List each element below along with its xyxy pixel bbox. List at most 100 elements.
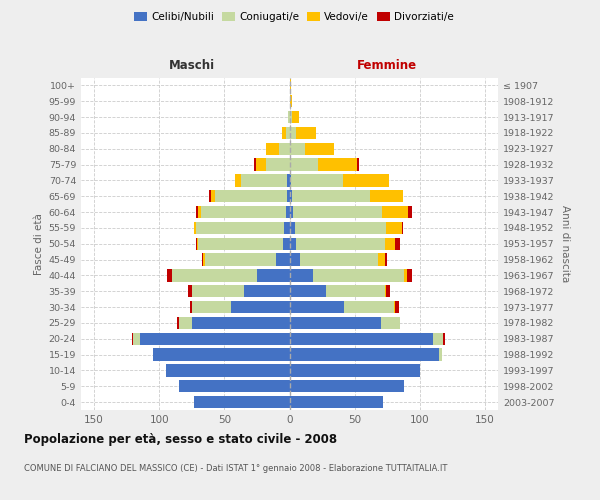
Bar <box>326 285 385 298</box>
Bar <box>290 142 305 155</box>
Y-axis label: Anni di nascita: Anni di nascita <box>560 205 570 282</box>
Bar <box>395 238 400 250</box>
Bar <box>305 142 334 155</box>
Bar <box>205 254 277 266</box>
Text: Popolazione per età, sesso e stato civile - 2008: Popolazione per età, sesso e stato civil… <box>24 432 337 446</box>
Bar <box>290 332 433 345</box>
Bar <box>190 301 192 314</box>
Bar <box>194 396 290 408</box>
Bar <box>290 269 313 281</box>
Bar <box>266 158 290 171</box>
Text: Maschi: Maschi <box>169 59 215 72</box>
Bar <box>343 174 389 186</box>
Bar <box>194 222 196 234</box>
Bar <box>290 95 292 108</box>
Bar <box>370 190 403 202</box>
Bar <box>290 222 295 234</box>
Bar <box>293 206 382 218</box>
Bar <box>401 222 403 234</box>
Bar <box>357 158 359 171</box>
Bar <box>283 238 290 250</box>
Bar <box>290 206 293 218</box>
Bar <box>290 111 292 124</box>
Bar <box>211 190 215 202</box>
Bar <box>241 174 287 186</box>
Bar <box>140 332 290 345</box>
Bar <box>292 190 370 202</box>
Bar <box>385 254 387 266</box>
Bar <box>188 285 192 298</box>
Bar <box>394 301 395 314</box>
Bar <box>201 206 286 218</box>
Bar <box>167 269 172 281</box>
Bar <box>404 269 407 281</box>
Bar <box>198 206 201 218</box>
Bar <box>290 348 439 361</box>
Bar <box>192 301 231 314</box>
Bar <box>439 348 442 361</box>
Bar <box>244 285 290 298</box>
Bar <box>196 206 198 218</box>
Bar <box>287 174 290 186</box>
Bar <box>290 254 300 266</box>
Bar <box>290 396 383 408</box>
Bar <box>433 332 443 345</box>
Bar <box>378 254 385 266</box>
Bar <box>231 301 290 314</box>
Bar <box>152 348 290 361</box>
Bar <box>209 190 211 202</box>
Bar <box>290 285 326 298</box>
Bar <box>256 158 266 171</box>
Bar <box>290 301 344 314</box>
Bar <box>284 222 290 234</box>
Bar <box>407 269 412 281</box>
Bar <box>382 206 408 218</box>
Bar <box>192 285 244 298</box>
Bar <box>215 190 287 202</box>
Text: Femmine: Femmine <box>357 59 417 72</box>
Bar <box>132 332 133 345</box>
Bar <box>386 222 401 234</box>
Bar <box>408 206 412 218</box>
Y-axis label: Fasce di età: Fasce di età <box>34 213 44 274</box>
Bar <box>292 111 299 124</box>
Bar <box>281 126 286 139</box>
Bar <box>318 158 357 171</box>
Bar <box>295 222 386 234</box>
Bar <box>296 126 316 139</box>
Bar <box>313 269 404 281</box>
Bar <box>172 269 257 281</box>
Bar <box>386 285 390 298</box>
Bar <box>286 206 290 218</box>
Bar <box>197 238 198 250</box>
Bar <box>203 254 205 266</box>
Legend: Celibi/Nubili, Coniugati/e, Vedovi/e, Divorziati/e: Celibi/Nubili, Coniugati/e, Vedovi/e, Di… <box>130 8 458 26</box>
Bar <box>290 380 404 392</box>
Bar <box>192 316 290 329</box>
Bar <box>179 380 290 392</box>
Text: COMUNE DI FALCIANO DEL MASSICO (CE) - Dati ISTAT 1° gennaio 2008 - Elaborazione : COMUNE DI FALCIANO DEL MASSICO (CE) - Da… <box>24 464 448 473</box>
Bar <box>296 238 385 250</box>
Bar <box>279 142 290 155</box>
Bar <box>178 316 179 329</box>
Bar <box>290 79 291 92</box>
Bar <box>196 222 284 234</box>
Bar <box>198 238 283 250</box>
Bar <box>300 254 378 266</box>
Bar <box>291 174 343 186</box>
Bar <box>266 142 279 155</box>
Bar <box>202 254 203 266</box>
Bar <box>257 269 290 281</box>
Bar <box>235 174 241 186</box>
Bar <box>344 301 394 314</box>
Bar <box>179 316 192 329</box>
Bar <box>290 158 318 171</box>
Bar <box>381 316 400 329</box>
Bar <box>443 332 445 345</box>
Bar <box>385 238 395 250</box>
Bar <box>290 364 420 376</box>
Bar <box>286 126 290 139</box>
Bar <box>287 190 290 202</box>
Bar <box>166 364 290 376</box>
Bar <box>254 158 256 171</box>
